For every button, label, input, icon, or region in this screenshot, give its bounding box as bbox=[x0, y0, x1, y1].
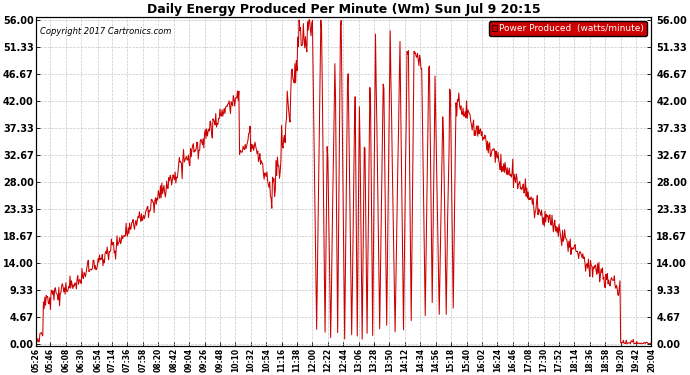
Legend: Power Produced  (watts/minute): Power Produced (watts/minute) bbox=[489, 21, 647, 36]
Title: Daily Energy Produced Per Minute (Wm) Sun Jul 9 20:15: Daily Energy Produced Per Minute (Wm) Su… bbox=[147, 3, 541, 16]
Text: Copyright 2017 Cartronics.com: Copyright 2017 Cartronics.com bbox=[39, 27, 171, 36]
